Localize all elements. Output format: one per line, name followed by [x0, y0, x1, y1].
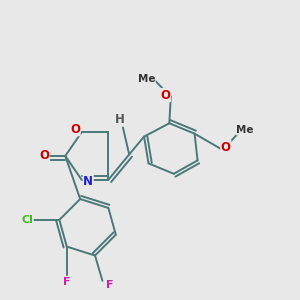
- Text: O: O: [40, 149, 50, 162]
- Text: N: N: [83, 175, 93, 188]
- Text: F: F: [106, 280, 114, 290]
- Text: Me: Me: [138, 74, 155, 84]
- Text: Me: Me: [236, 125, 254, 135]
- Text: H: H: [115, 113, 124, 126]
- Text: O: O: [160, 88, 170, 101]
- Text: F: F: [63, 277, 70, 287]
- Text: Cl: Cl: [21, 215, 33, 225]
- Text: O: O: [70, 123, 80, 136]
- Text: O: O: [221, 140, 231, 154]
